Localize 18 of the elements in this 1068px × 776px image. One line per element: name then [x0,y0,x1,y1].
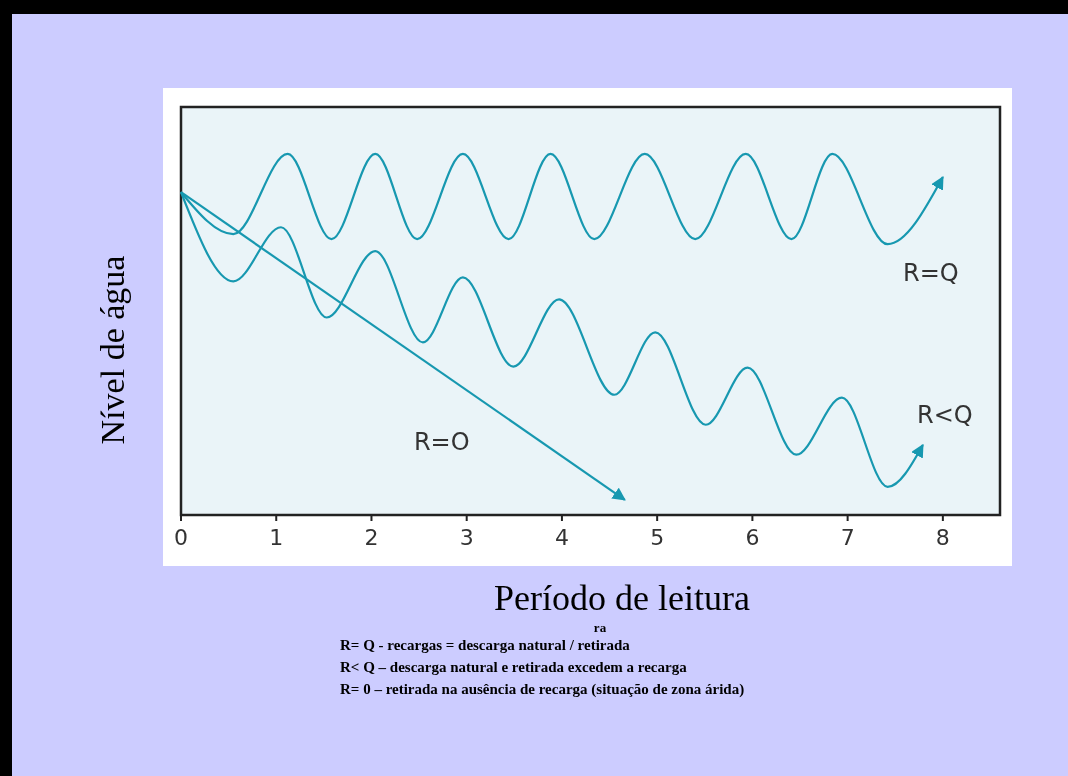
x-tick-label: 0 [174,525,188,550]
y-axis-title: Nível de água [94,255,131,445]
x-tick-label: 3 [459,525,474,550]
text: R< Q – descarga natural e retirada excedem a recarga [340,659,688,675]
x-tick-label: 8 [935,525,950,550]
series-label: R=O [413,427,470,456]
x-tick-label: 6 [745,525,760,550]
x-tick-label: 1 [269,525,284,550]
series-label: R=Q [903,259,959,288]
x-tick-label: 4 [554,525,569,550]
x-tick-label: 5 [650,525,665,550]
text: R= 0 – retirada na ausência de recarga (situação de zona árida) [340,681,745,698]
text: R= Q - recargas = descarga natural / retirada [340,637,631,653]
x-tick-label: 2 [364,525,379,550]
text: ra [593,620,607,635]
series-label: R<Q [917,400,973,429]
x-axis-title: Período de leitura [494,578,750,618]
x-tick-label: 7 [840,525,855,550]
